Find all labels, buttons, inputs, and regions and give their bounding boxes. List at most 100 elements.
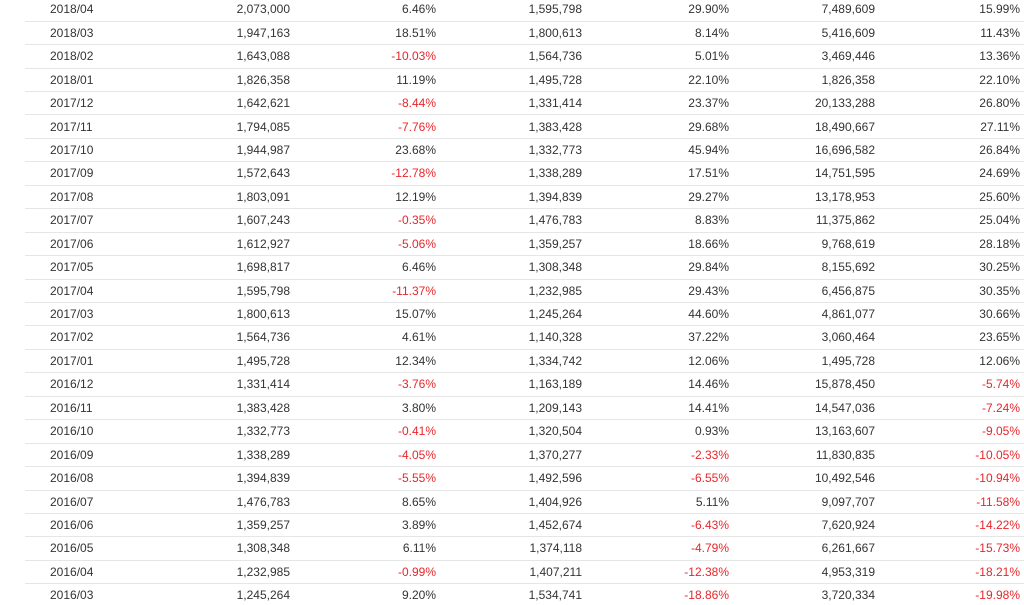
month: 2017/12 xyxy=(50,96,94,111)
total-change: 13.36% xyxy=(979,49,1020,64)
change-1: 6.46% xyxy=(401,2,436,17)
change-1: 3.80% xyxy=(401,400,436,415)
row-separator xyxy=(25,559,1024,561)
table-row: 2017/11 1,794,085 -7.76% 1,383,428 29.68% 18,… xyxy=(0,116,1024,139)
total: 3,469,446 xyxy=(821,49,875,64)
change-1: -0.99% xyxy=(397,564,436,579)
value-2: 1,232,985 xyxy=(528,283,582,298)
value-2: 1,338,289 xyxy=(528,166,582,181)
month: 2016/08 xyxy=(50,471,94,486)
change-1: -5.55% xyxy=(397,471,436,486)
value-2: 1,564,736 xyxy=(528,49,582,64)
month: 2017/09 xyxy=(50,166,94,181)
row-separator xyxy=(25,419,1024,421)
total-change: 26.80% xyxy=(979,96,1020,111)
value-1: 1,308,348 xyxy=(236,541,290,556)
value-1: 1,564,736 xyxy=(236,330,290,345)
table-row: 2016/07 1,476,783 8.65% 1,404,926 5.11% 9,097… xyxy=(0,491,1024,514)
month: 2018/03 xyxy=(50,25,94,40)
table-row: 2017/12 1,642,621 -8.44% 1,331,414 23.37% 20,… xyxy=(0,92,1024,116)
month: 2017/11 xyxy=(50,119,93,134)
value-2: 1,320,504 xyxy=(528,424,582,439)
total-change: 30.25% xyxy=(979,260,1020,275)
table-row: 2016/05 1,308,348 6.11% 1,374,118 -4.79% 6,26… xyxy=(0,537,1024,561)
table-row: 2016/11 1,383,428 3.80% 1,209,143 14.41% 14,5… xyxy=(0,397,1024,421)
value-2: 1,534,741 xyxy=(528,588,582,603)
table-row: 2017/06 1,612,927 -5.06% 1,359,257 18.66% 9,7… xyxy=(0,233,1024,257)
total-change: -9.05% xyxy=(981,424,1020,439)
change-2: 14.41% xyxy=(688,400,729,415)
change-1: -8.44% xyxy=(397,96,436,111)
total-change: 30.66% xyxy=(979,307,1020,322)
change-1: 6.46% xyxy=(401,260,436,275)
total-change: -18.21% xyxy=(975,564,1020,579)
month: 2016/10 xyxy=(50,424,94,439)
change-1: 18.51% xyxy=(395,25,436,40)
change-2: 37.22% xyxy=(688,330,729,345)
change-2: 14.46% xyxy=(688,377,729,392)
total: 13,163,607 xyxy=(814,424,875,439)
total: 3,720,334 xyxy=(821,588,875,603)
total: 16,696,582 xyxy=(814,142,875,157)
change-2: 12.06% xyxy=(688,353,729,368)
value-1: 1,800,613 xyxy=(236,307,290,322)
row-separator xyxy=(25,395,1024,397)
change-1: 12.34% xyxy=(395,353,436,368)
table-row: 2016/04 1,232,985 -0.99% 1,407,211 -12.38% 4,… xyxy=(0,561,1024,585)
value-2: 1,140,328 xyxy=(528,330,582,345)
total: 14,547,036 xyxy=(814,400,875,415)
table-row: 2017/08 1,803,091 12.19% 1,394,839 29.27% 13,… xyxy=(0,186,1024,210)
value-1: 1,476,783 xyxy=(236,494,290,509)
total: 10,492,546 xyxy=(814,471,875,486)
table-row: 2016/06 1,359,257 3.89% 1,452,674 -6.43% 7,62… xyxy=(0,514,1024,538)
row-separator xyxy=(25,44,1024,46)
value-1: 1,643,088 xyxy=(236,49,290,64)
change-2: -6.55% xyxy=(690,471,729,486)
value-1: 1,359,257 xyxy=(236,517,290,532)
row-separator xyxy=(25,255,1024,257)
total-change: 25.60% xyxy=(979,189,1020,204)
table-row: 2017/05 1,698,817 6.46% 1,308,348 29.84% 8,15… xyxy=(0,256,1024,280)
total-change: -14.22% xyxy=(975,517,1020,532)
row-separator xyxy=(25,114,1024,116)
table-row: 2018/01 1,826,358 11.19% 1,495,728 22.10% 1,8… xyxy=(0,69,1024,93)
change-2: -18.86% xyxy=(684,588,729,603)
change-1: -10.03% xyxy=(391,49,436,64)
month: 2017/06 xyxy=(50,236,94,251)
value-2: 1,495,728 xyxy=(528,72,582,87)
total: 11,830,835 xyxy=(815,447,875,462)
table-row: 2017/07 1,607,243 -0.35% 1,476,783 8.83% 11,3… xyxy=(0,209,1024,233)
total: 1,495,728 xyxy=(821,353,875,368)
total-change: 23.65% xyxy=(979,330,1020,345)
month: 2016/04 xyxy=(50,564,94,579)
total-change: 15.99% xyxy=(979,2,1020,17)
total: 7,489,609 xyxy=(821,2,875,17)
month: 2016/12 xyxy=(50,377,94,392)
month: 2017/10 xyxy=(50,142,94,157)
row-separator xyxy=(25,466,1024,468)
total-change: 28.18% xyxy=(979,236,1020,251)
table-row: 2018/02 1,643,088 -10.03% 1,564,736 5.01% 3,4… xyxy=(0,45,1024,69)
change-2: 29.90% xyxy=(688,2,729,17)
value-2: 1,370,277 xyxy=(528,447,582,462)
total: 20,133,288 xyxy=(814,96,875,111)
change-1: -11.37% xyxy=(392,283,436,298)
change-1: 12.19% xyxy=(395,189,436,204)
change-1: 6.11% xyxy=(402,541,436,556)
change-2: 22.10% xyxy=(688,72,729,87)
change-1: -3.76% xyxy=(397,377,436,392)
total-change: 24.69% xyxy=(979,166,1020,181)
change-1: -0.35% xyxy=(397,213,436,228)
month: 2016/07 xyxy=(50,494,94,509)
total: 1,826,358 xyxy=(821,72,875,87)
value-2: 1,334,742 xyxy=(528,353,582,368)
total-change: -11.58% xyxy=(976,494,1020,509)
row-separator xyxy=(25,231,1024,233)
value-1: 1,612,927 xyxy=(236,236,290,251)
month: 2017/03 xyxy=(50,307,94,322)
total: 11,375,862 xyxy=(815,213,875,228)
total-change: -7.24% xyxy=(981,400,1020,415)
change-1: 4.61% xyxy=(401,330,436,345)
value-2: 1,245,264 xyxy=(528,307,582,322)
change-2: 23.37% xyxy=(688,96,729,111)
